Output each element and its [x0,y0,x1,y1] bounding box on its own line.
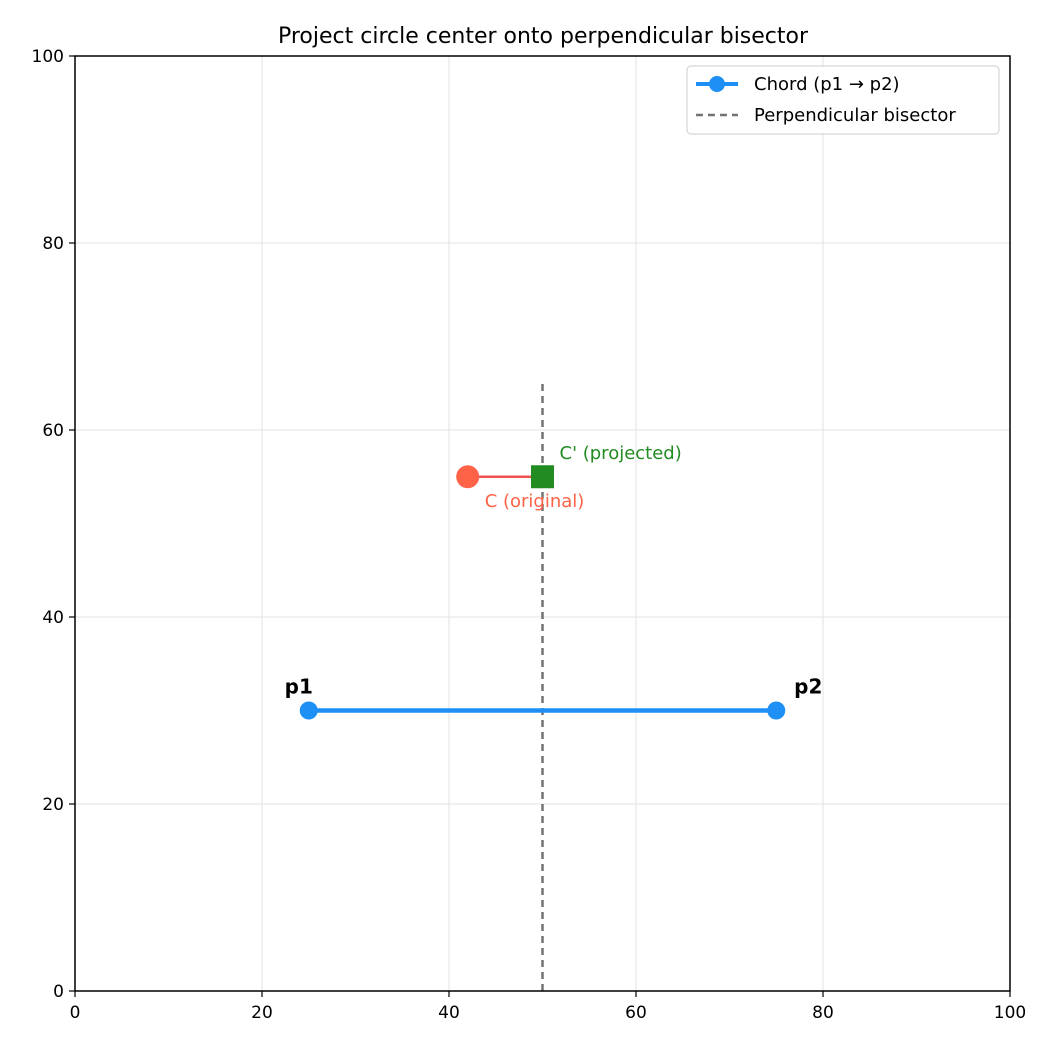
center-original-marker [456,465,480,489]
y-tick-label: 40 [42,608,64,628]
legend-bisector-label: Perpendicular bisector [754,105,956,126]
axis-ticks: 0 20 40 60 80 100 0 20 40 60 80 100 [32,47,1027,1023]
x-tick-label: 100 [994,1003,1026,1023]
p2-label: p2 [794,675,822,699]
y-tick-label: 0 [53,982,64,1002]
center-original-label: C (original) [485,491,585,512]
x-tick-label: 60 [625,1003,647,1023]
x-tick-label: 20 [251,1003,273,1023]
y-tick-label: 60 [42,421,64,441]
series-layer: C (original) C' (projected) p1 p2 [285,383,822,991]
x-tick-label: 0 [70,1003,81,1023]
legend-box [686,65,1000,135]
x-tick-label: 80 [812,1003,834,1023]
plot-frame [74,55,1011,992]
p1-label: p1 [285,675,313,699]
center-projected-marker [531,465,554,489]
y-tick-label: 20 [42,795,64,815]
y-tick-label: 100 [32,47,64,67]
y-tick-label: 80 [42,234,64,254]
legend: Chord (p1 → p2) Perpendicular bisector [686,65,1000,135]
chord-endpoint [299,701,318,720]
x-tick-label: 40 [438,1003,460,1023]
center-projected-label: C' (projected) [560,443,682,464]
legend-chord-marker [709,76,725,92]
grid [74,55,1011,992]
chord-endpoint [767,701,786,720]
chart-title: Project circle center onto perpendicular… [278,24,809,49]
legend-chord-label: Chord (p1 → p2) [754,74,900,95]
